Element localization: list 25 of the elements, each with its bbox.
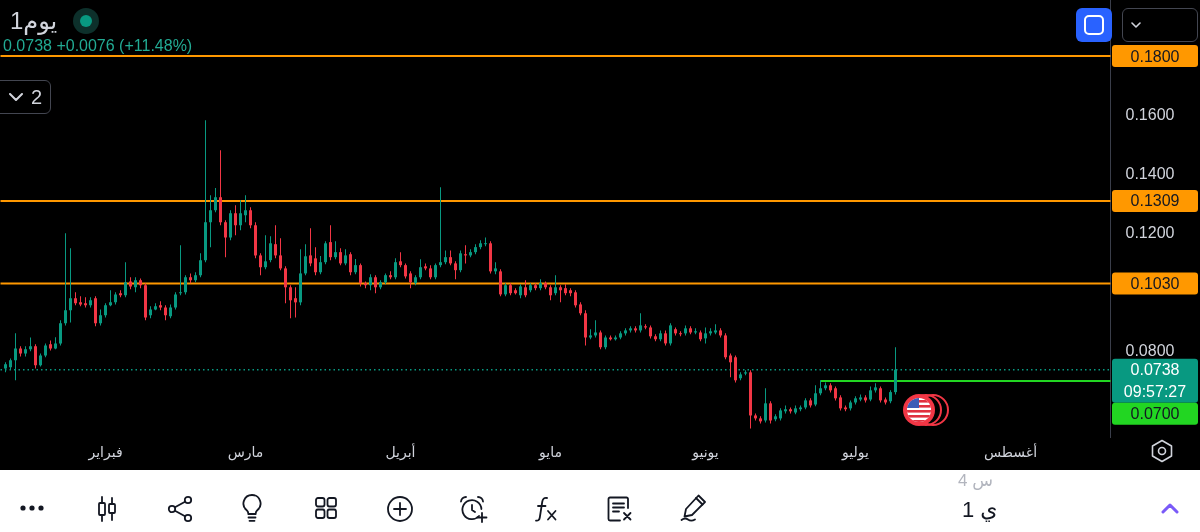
text: 4 س — [958, 471, 993, 491]
chart-title: 1يوم — [10, 7, 58, 35]
series-label: 0.0700 — [1130, 405, 1180, 423]
text: 1 ي — [962, 497, 998, 523]
x-tick-label: مايو — [538, 444, 562, 462]
x-tick-label: فبراير — [87, 444, 123, 462]
y-tick-label: 0.1600 — [1125, 105, 1175, 123]
ref-line-label: 0.1800 — [1130, 47, 1180, 65]
x-tick-label: أبريل — [385, 443, 416, 462]
x-tick-label: يونيو — [691, 444, 719, 462]
y-tick-label: 0.0800 — [1125, 341, 1175, 359]
x-tick-label: مارس — [227, 444, 264, 462]
annotation: 2 — [31, 85, 43, 109]
candlestick — [179, 245, 182, 296]
candlestick — [439, 187, 442, 268]
ref-line-label: 0.0738 — [1130, 361, 1180, 379]
y-tick-label: 0.1200 — [1125, 223, 1175, 241]
text: 0.0738 +0.0076 (+11.48%) — [3, 37, 193, 55]
toggle-button: 2 — [0, 80, 51, 114]
ref-line-label: 0.1309 — [1130, 192, 1180, 210]
x-tick-label: أغسطس — [983, 443, 1038, 462]
x-tick-label: يوليو — [841, 444, 870, 462]
y-tick-label: 0.1400 — [1125, 164, 1175, 182]
text: 09:57:27 — [1123, 383, 1187, 401]
ref-line-label: 0.1030 — [1130, 274, 1180, 292]
